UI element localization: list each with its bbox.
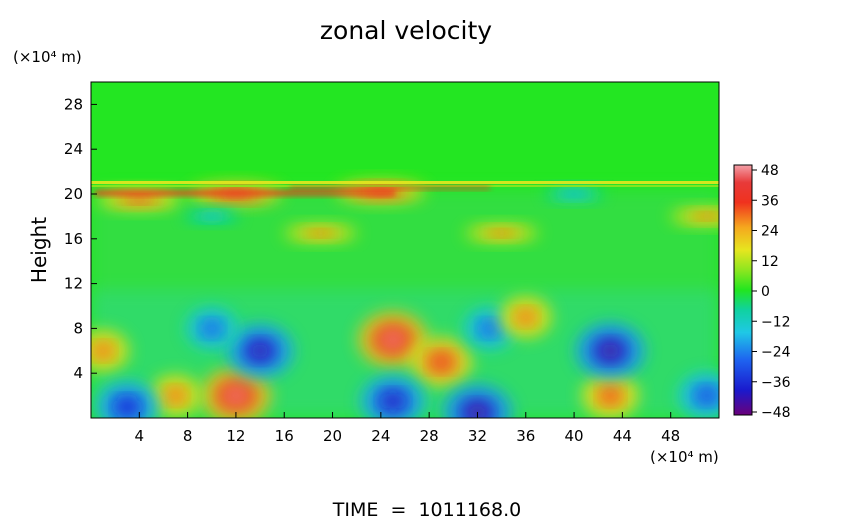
y-tick-label-5: 24 <box>64 140 83 158</box>
colorbar-tick-label-3: 12 <box>761 254 779 270</box>
x-tick-label-4: 20 <box>323 427 342 445</box>
field-feature-3 <box>167 389 184 402</box>
heatmap-field <box>91 82 719 418</box>
plot-frame <box>90 81 720 419</box>
y-unit-label: (×10⁴ m) <box>13 48 82 66</box>
y-tick-label-2: 12 <box>64 275 83 293</box>
y-tick-label-4: 20 <box>64 185 83 203</box>
field-feature-5 <box>95 344 112 358</box>
y-axis: 4 8 12 16 20 24 28 <box>64 95 97 382</box>
colorbar-tick-label-5: −12 <box>761 314 791 330</box>
field-feature-2 <box>225 387 247 405</box>
colorbar-tick-label-7: −36 <box>761 375 791 391</box>
field-feature-0 <box>382 331 404 349</box>
field-feature-12 <box>481 322 498 335</box>
field-feature-8 <box>117 399 137 415</box>
field-feature-1 <box>431 354 451 370</box>
x-tick-label-3: 16 <box>275 427 294 445</box>
x-tick-label-1: 8 <box>183 427 193 445</box>
time-footer: TIME = 1011168.0 <box>332 499 521 519</box>
field-feature-22 <box>517 310 534 324</box>
y-tick-label-0: 4 <box>73 364 83 382</box>
field-feature-21 <box>203 214 221 219</box>
x-tick-label-0: 4 <box>135 427 145 445</box>
colorbar-tick-label-2: 24 <box>761 224 779 240</box>
field-feature-10 <box>466 403 489 418</box>
x-tick-label-5: 24 <box>371 427 390 445</box>
y-tick-label-3: 16 <box>64 230 83 248</box>
field-feature-9 <box>382 393 403 410</box>
x-axis: 4 8 12 16 20 24 28 32 36 40 44 48 <box>135 412 680 445</box>
colorbar-tick-label-0: 48 <box>761 163 779 179</box>
colorbar-tick-label-1: 36 <box>761 193 779 209</box>
x-unit-label: (×10⁴ m) <box>650 448 719 466</box>
y-axis-label: Height <box>27 217 51 283</box>
y-tick-label-6: 28 <box>64 95 83 113</box>
field-feature-11 <box>599 342 621 360</box>
field-feature-18 <box>309 230 332 236</box>
x-tick-label-7: 32 <box>468 427 487 445</box>
x-tick-label-8: 36 <box>516 427 535 445</box>
x-tick-label-9: 40 <box>565 427 584 445</box>
field-feature-16 <box>126 196 152 203</box>
x-tick-label-2: 12 <box>226 427 245 445</box>
x-tick-label-6: 28 <box>420 427 439 445</box>
colorbar-tick-label-6: −24 <box>761 345 791 361</box>
field-feature-7 <box>203 322 220 335</box>
chart-title: zonal velocity <box>320 16 492 45</box>
colorbar-tick-label-8: −48 <box>761 405 791 421</box>
field-feature-20 <box>565 191 583 197</box>
x-tick-label-10: 44 <box>613 427 632 445</box>
field-feature-6 <box>249 342 271 360</box>
field-feature-13 <box>698 388 716 403</box>
y-tick-label-1: 8 <box>73 319 83 337</box>
field-feature-19 <box>695 213 719 220</box>
colorbar-ticks: 48 36 24 12 0 −12 −24 −36 −48 <box>752 163 791 421</box>
colorbar-tick-label-4: 0 <box>761 284 770 300</box>
colorbar <box>733 164 753 416</box>
field-feature-4 <box>601 388 619 403</box>
field-feature-17 <box>490 230 513 236</box>
x-tick-label-11: 48 <box>661 427 680 445</box>
